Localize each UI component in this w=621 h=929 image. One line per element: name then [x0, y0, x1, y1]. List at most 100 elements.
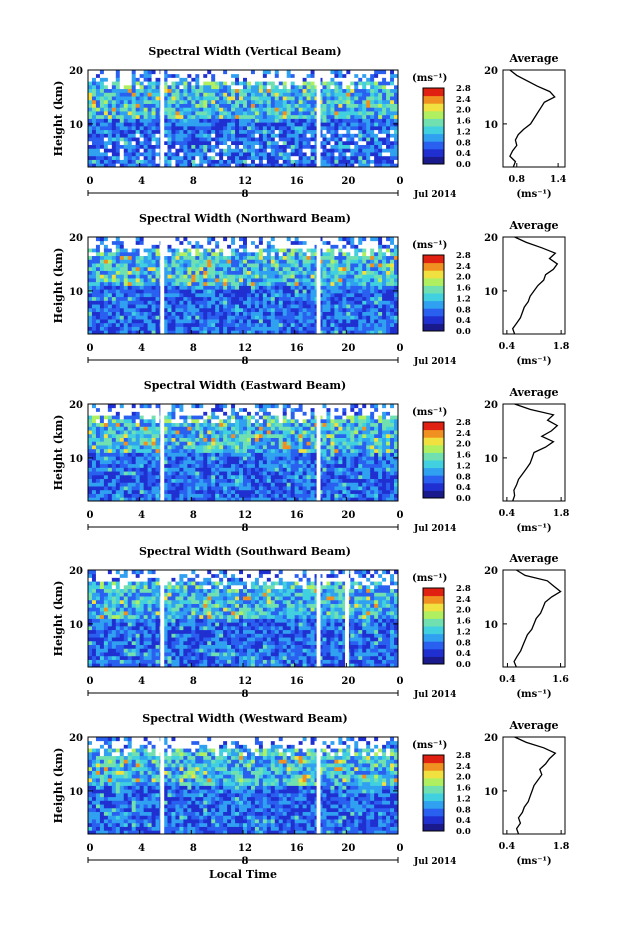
- heatmap-cell: [211, 270, 216, 275]
- heatmap-cell: [286, 244, 292, 249]
- heatmap-cell: [282, 144, 288, 149]
- heatmap-cell: [298, 263, 304, 268]
- heatmap-cell: [243, 73, 248, 78]
- avg-x-tick-label: 0.4: [499, 341, 516, 352]
- heatmap-cell: [119, 411, 125, 416]
- heatmap-cell: [95, 415, 101, 420]
- heatmap-cell: [350, 240, 355, 245]
- heatmap-cell: [203, 111, 208, 116]
- heatmap-cell: [127, 326, 133, 331]
- heatmap-cell: [111, 418, 117, 424]
- heatmap-cell: [330, 88, 335, 93]
- heatmap-cell: [199, 478, 204, 483]
- heatmap-cell: [326, 270, 331, 275]
- heatmap-cell: [294, 281, 300, 286]
- heatmap-cell: [250, 92, 256, 97]
- heatmap-cell: [111, 118, 117, 123]
- heatmap-cell: [390, 118, 395, 123]
- heatmap-cell: [378, 137, 383, 142]
- heatmap-cell: [139, 307, 145, 313]
- heatmap-cell: [278, 255, 284, 260]
- heatmap-cell: [123, 474, 129, 480]
- heatmap-cell: [171, 486, 176, 491]
- heatmap-cell: [187, 133, 192, 138]
- heatmap-cell: [346, 307, 351, 313]
- heatmap-cell: [167, 122, 172, 127]
- heatmap-cell: [390, 84, 395, 90]
- heatmap-cell: [91, 445, 97, 450]
- heatmap-cell: [175, 111, 180, 116]
- heatmap-cell: [386, 311, 391, 316]
- heatmap-cell: [270, 84, 276, 90]
- heatmap-cell: [191, 296, 196, 301]
- heatmap-cell: [151, 292, 156, 298]
- heatmap-cell: [266, 296, 272, 301]
- heatmap-cell: [334, 73, 339, 78]
- colorbar-frame: [422, 87, 445, 165]
- heatmap-cell: [254, 137, 260, 142]
- heatmap-cell: [235, 81, 240, 86]
- heatmap-cell: [155, 155, 160, 160]
- heatmap-cell: [99, 77, 105, 82]
- heatmap-cell: [131, 463, 137, 468]
- heatmap-cell: [270, 315, 276, 320]
- heatmap-cell: [219, 300, 224, 305]
- heatmap-cell: [119, 255, 125, 260]
- heatmap-cell: [235, 289, 240, 294]
- heatmap-cell: [235, 248, 240, 253]
- heatmap-cell: [338, 300, 343, 305]
- heatmap-cell: [127, 159, 133, 164]
- heatmap-cell: [119, 129, 125, 134]
- heatmap-cell: [282, 281, 288, 286]
- heatmap-cell: [95, 159, 101, 164]
- heatmap-cell: [310, 248, 315, 253]
- heatmap-cell: [115, 304, 121, 309]
- heatmap-cell: [227, 122, 232, 127]
- heatmap-cell: [266, 129, 272, 134]
- heatmap-cell: [88, 281, 93, 286]
- heatmap-cell: [294, 292, 300, 298]
- heatmap-cell: [326, 118, 331, 123]
- heatmap-cell: [302, 103, 307, 108]
- heatmap-cell: [147, 430, 152, 435]
- heatmap-cell: [231, 251, 236, 257]
- heatmap-cell: [103, 133, 109, 138]
- heatmap-cell: [123, 129, 129, 134]
- heatmap-cell: [91, 493, 97, 498]
- heatmap-cell: [139, 326, 145, 331]
- heatmap-cell: [115, 418, 121, 424]
- heatmap-cell: [99, 326, 105, 331]
- heatmap-cell: [227, 144, 232, 149]
- heatmap-cell: [191, 315, 196, 320]
- heatmap-cell: [175, 251, 180, 257]
- heatmap-cell: [171, 125, 176, 131]
- heatmap-cell: [147, 426, 152, 431]
- heatmap-cell: [119, 330, 125, 335]
- heatmap-cell: [199, 404, 204, 409]
- heatmap-cell: [175, 88, 180, 93]
- heatmap-cell: [99, 96, 105, 101]
- heatmap-cell: [346, 292, 351, 298]
- heatmap-cell: [183, 88, 188, 93]
- heatmap-cell: [139, 441, 145, 446]
- heatmap-cell: [151, 114, 156, 119]
- heatmap-cell: [366, 144, 371, 149]
- heatmap-cell: [374, 155, 379, 160]
- heatmap-cell: [135, 422, 141, 427]
- heatmap-cell: [207, 448, 212, 453]
- heatmap-cell: [91, 404, 97, 409]
- heatmap-cell: [143, 81, 149, 86]
- heatmap-cell: [99, 137, 105, 142]
- heatmap-cell: [239, 251, 244, 257]
- heatmap-cell: [203, 448, 208, 453]
- panel-0: Spectral Width (Vertical Beam)2010Height…: [52, 45, 567, 200]
- heatmap-cell: [278, 237, 284, 242]
- heatmap-cell: [203, 266, 208, 271]
- heatmap-cell: [111, 407, 117, 412]
- heatmap-cell: [88, 448, 93, 453]
- day-label: 8: [242, 189, 249, 200]
- heatmap-cell: [362, 274, 367, 279]
- heatmap-cell: [179, 103, 184, 108]
- heatmap-cell: [215, 255, 220, 260]
- heatmap-cell: [235, 259, 240, 264]
